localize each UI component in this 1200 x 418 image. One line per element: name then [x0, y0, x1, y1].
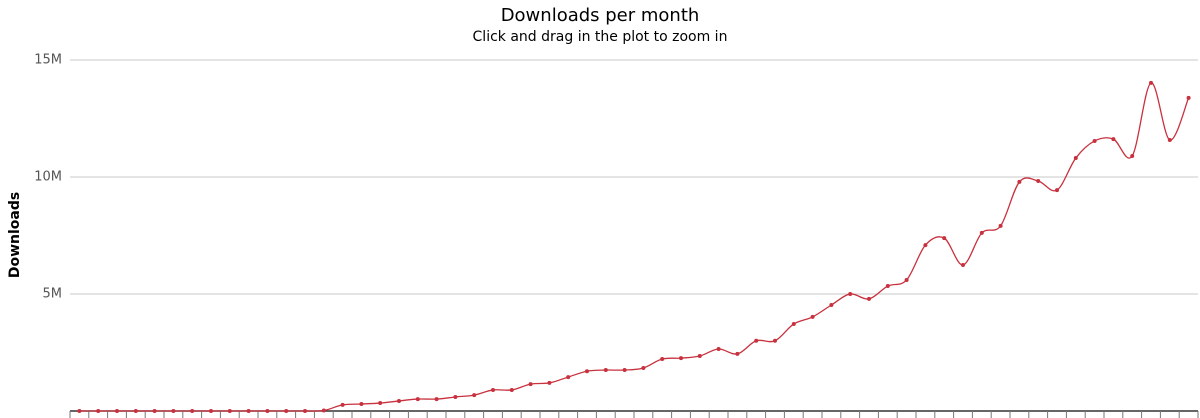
data-point: [209, 409, 213, 413]
data-point: [397, 398, 401, 403]
data-point: [359, 401, 364, 406]
data-point: [585, 369, 589, 374]
y-tick-label: 10M: [34, 170, 62, 185]
data-point: [340, 402, 345, 407]
data-point: [961, 262, 965, 267]
data-point: [547, 380, 552, 385]
data-point: [773, 338, 777, 343]
data-point: [321, 408, 326, 413]
data-point: [227, 409, 232, 413]
data-point: [171, 409, 176, 413]
data-point: [716, 346, 721, 351]
data-point: [810, 314, 815, 319]
data-point: [942, 236, 947, 241]
data-point: [1149, 80, 1153, 85]
data-point: [453, 394, 458, 399]
data-point: [1073, 156, 1078, 161]
data-point: [923, 243, 928, 248]
data-point: [848, 292, 853, 296]
data-point: [284, 409, 289, 413]
data-point: [1055, 188, 1059, 193]
data-point: [829, 302, 834, 307]
data-point: [1036, 178, 1041, 183]
data-point: [152, 409, 157, 413]
data-point: [415, 397, 420, 402]
data-point: [867, 296, 871, 301]
data-point: [1111, 137, 1116, 142]
y-tick-label: 15M: [34, 53, 62, 68]
data-point: [472, 393, 477, 398]
data-point: [641, 365, 646, 370]
data-point: [378, 401, 383, 406]
data-point: [885, 284, 890, 289]
data-point: [1167, 138, 1172, 143]
y-tick-label: 5M: [43, 287, 63, 302]
data-point: [566, 375, 571, 380]
data-point: [96, 409, 101, 413]
data-point: [660, 357, 665, 362]
data-point: [998, 223, 1003, 228]
data-point: [904, 277, 909, 282]
data-point: [603, 368, 608, 373]
data-point: [509, 387, 514, 392]
data-point: [735, 351, 740, 356]
data-point: [1092, 138, 1097, 143]
data-point: [246, 409, 251, 413]
data-point: [434, 397, 439, 402]
data-point: [115, 409, 119, 413]
data-point: [528, 382, 533, 387]
data-point: [1186, 95, 1191, 100]
data-point: [1017, 179, 1022, 184]
data-point: [979, 230, 984, 235]
chart-subtitle: Click and drag in the plot to zoom in: [473, 29, 728, 45]
chart-title: Downloads per month: [501, 5, 700, 26]
data-point: [697, 354, 702, 359]
data-point: [679, 356, 683, 361]
data-point: [1130, 153, 1135, 158]
series-line: [79, 82, 1190, 412]
data-point: [265, 409, 270, 413]
data-point: [77, 409, 82, 413]
data-point: [754, 338, 759, 343]
y-axis-title: Downloads: [7, 192, 23, 278]
data-point: [133, 409, 138, 413]
data-point: [303, 409, 307, 413]
data-point: [622, 368, 627, 373]
data-point: [190, 409, 195, 413]
data-point: [791, 321, 796, 326]
data-point: [491, 387, 495, 392]
